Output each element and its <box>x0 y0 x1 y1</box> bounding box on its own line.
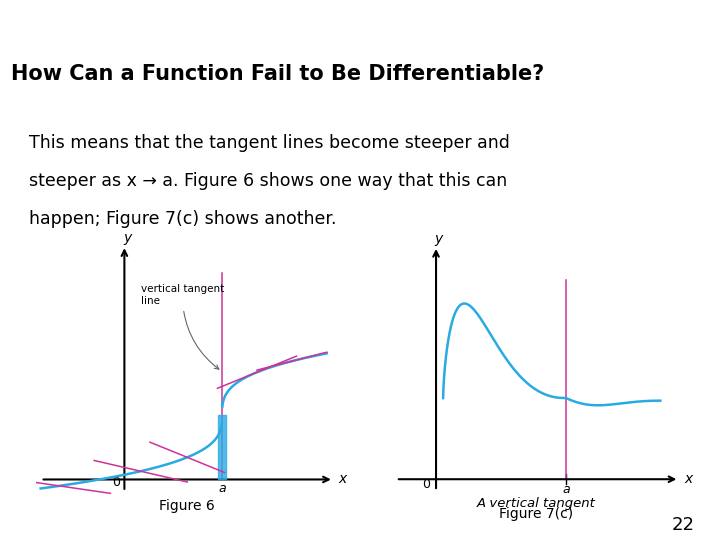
Text: How Can a Function Fail to Be Differentiable?: How Can a Function Fail to Be Differenti… <box>11 64 544 84</box>
Text: steeper as x → a. Figure 6 shows one way that this can: steeper as x → a. Figure 6 shows one way… <box>29 172 507 190</box>
Text: 0: 0 <box>112 476 120 489</box>
Text: y: y <box>434 232 443 246</box>
Text: 22: 22 <box>672 516 695 534</box>
Text: a: a <box>562 483 570 496</box>
Text: happen; Figure 7(c) shows another.: happen; Figure 7(c) shows another. <box>29 210 336 228</box>
Text: vertical tangent
line: vertical tangent line <box>140 284 224 369</box>
Text: This means that the tangent lines become steeper and: This means that the tangent lines become… <box>29 133 510 152</box>
Text: a: a <box>218 482 226 495</box>
Text: x: x <box>684 472 692 486</box>
Text: A vertical tangent: A vertical tangent <box>477 496 596 510</box>
Text: Figure 7(c): Figure 7(c) <box>500 508 573 522</box>
Text: y: y <box>124 231 132 245</box>
Text: x: x <box>338 472 346 487</box>
Text: 0: 0 <box>423 478 431 491</box>
Text: Figure 6: Figure 6 <box>159 500 215 514</box>
